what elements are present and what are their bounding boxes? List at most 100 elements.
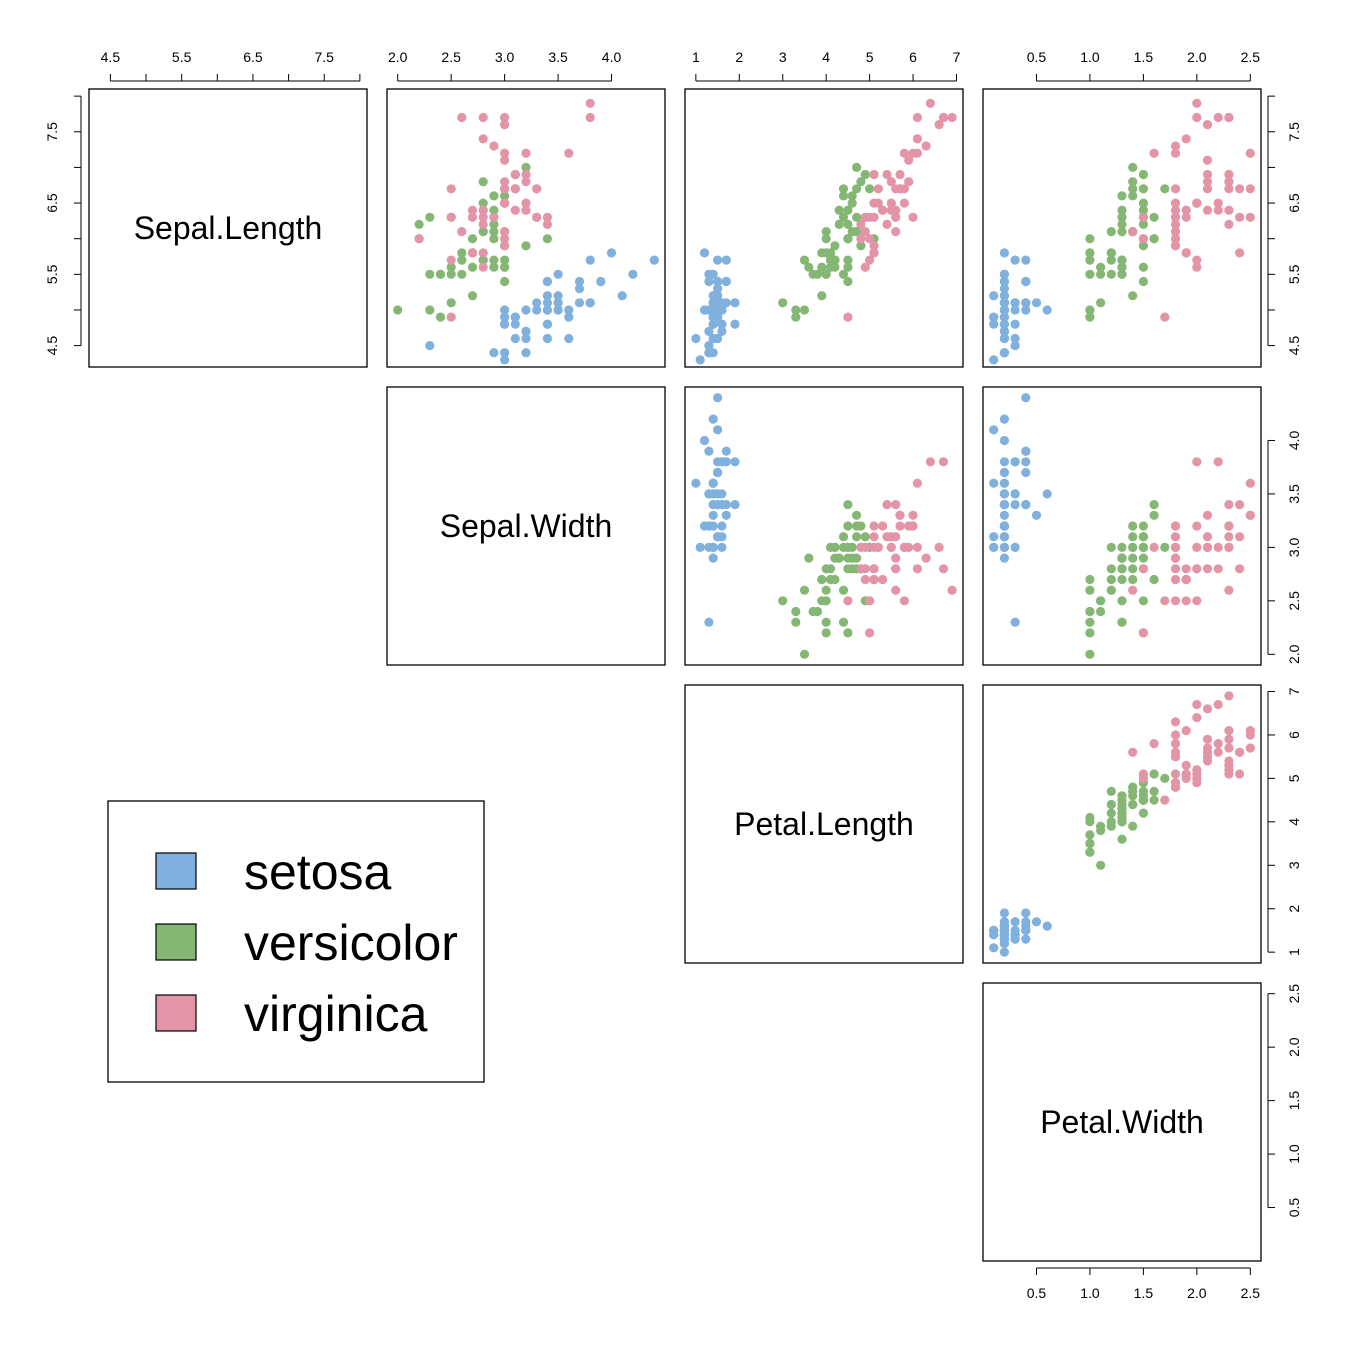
data-point xyxy=(1202,120,1213,130)
data-point xyxy=(713,276,723,287)
tick-label: 0.5 xyxy=(1027,49,1047,65)
data-point xyxy=(489,141,499,151)
legend-swatch-versicolor xyxy=(155,923,197,961)
data-point xyxy=(721,446,731,456)
data-point xyxy=(999,435,1010,446)
data-point xyxy=(873,198,883,208)
data-point xyxy=(999,521,1010,531)
tick-label: 7.5 xyxy=(44,122,60,142)
data-point xyxy=(838,191,849,201)
data-point xyxy=(1170,184,1181,194)
data-point xyxy=(435,269,446,279)
data-point xyxy=(721,255,731,265)
data-point xyxy=(1085,585,1095,595)
data-point xyxy=(585,112,595,123)
tick-label: 5 xyxy=(1286,774,1302,782)
data-point xyxy=(564,305,574,315)
data-point xyxy=(704,348,714,358)
data-point xyxy=(691,478,701,488)
data-point xyxy=(1117,574,1127,585)
data-point xyxy=(1149,795,1159,805)
data-point xyxy=(1042,305,1052,315)
data-point xyxy=(1213,564,1223,574)
data-point xyxy=(500,198,510,208)
data-point xyxy=(500,348,510,358)
data-point xyxy=(1138,628,1148,638)
data-point xyxy=(521,177,531,187)
data-point xyxy=(799,305,810,315)
data-point xyxy=(1138,262,1148,272)
data-point xyxy=(542,319,553,329)
data-point xyxy=(989,355,999,365)
data-point xyxy=(1160,773,1170,784)
data-point xyxy=(489,234,499,244)
diagonal-panel-sepal-length xyxy=(88,88,368,368)
data-point xyxy=(713,255,723,265)
data-point xyxy=(999,510,1010,520)
data-point xyxy=(1085,312,1095,322)
data-point xyxy=(489,219,499,229)
data-point xyxy=(1170,198,1181,208)
data-point xyxy=(717,457,727,467)
data-point xyxy=(856,542,866,553)
data-point xyxy=(989,291,999,301)
tick-label: 7 xyxy=(953,49,961,65)
data-point xyxy=(435,312,446,322)
data-point xyxy=(904,177,914,187)
data-point xyxy=(1149,739,1159,749)
data-point xyxy=(1085,838,1095,849)
data-point xyxy=(1213,739,1223,749)
diagonal-label: Sepal.Width xyxy=(440,508,613,544)
data-point xyxy=(1138,808,1148,818)
data-point xyxy=(1170,521,1181,531)
data-point xyxy=(808,269,818,279)
data-point xyxy=(1160,596,1170,606)
data-point xyxy=(713,291,723,301)
data-point xyxy=(1170,574,1181,585)
data-point xyxy=(1128,574,1138,585)
data-point xyxy=(1224,765,1234,775)
data-point xyxy=(1117,553,1127,563)
data-point xyxy=(1170,205,1181,215)
data-point xyxy=(999,248,1010,258)
data-point xyxy=(699,248,710,258)
data-point xyxy=(1106,585,1116,595)
data-point xyxy=(446,255,456,265)
data-point xyxy=(1202,734,1213,744)
data-point xyxy=(713,467,723,478)
data-point xyxy=(1128,162,1138,172)
data-point xyxy=(999,319,1010,329)
data-point xyxy=(1021,446,1031,456)
data-point xyxy=(1106,786,1116,797)
data-point xyxy=(500,227,510,237)
data-point xyxy=(553,291,563,301)
data-point xyxy=(825,564,836,574)
data-point xyxy=(414,219,424,229)
data-point xyxy=(804,262,814,272)
data-point xyxy=(521,169,531,180)
tick-label: 2.5 xyxy=(1241,49,1261,65)
data-point xyxy=(467,205,478,215)
tick-label: 3.0 xyxy=(495,49,515,65)
data-point xyxy=(865,234,875,244)
data-point xyxy=(564,333,574,344)
data-point xyxy=(1224,542,1234,553)
data-point xyxy=(989,943,999,953)
tick-label: 6.5 xyxy=(243,49,263,65)
data-point xyxy=(1192,765,1202,775)
data-point xyxy=(778,596,788,606)
data-point xyxy=(878,205,888,215)
data-point xyxy=(989,532,999,542)
data-point xyxy=(521,198,531,208)
data-point xyxy=(852,212,862,222)
data-point xyxy=(1010,255,1020,265)
tick-label: 5.5 xyxy=(44,264,60,284)
data-point xyxy=(821,248,831,258)
data-point xyxy=(446,298,456,308)
tick-label: 2.5 xyxy=(1286,591,1302,611)
data-point xyxy=(510,184,520,194)
data-point xyxy=(1128,553,1138,563)
data-point xyxy=(1170,234,1181,244)
data-point xyxy=(821,596,831,606)
data-point xyxy=(899,148,910,158)
